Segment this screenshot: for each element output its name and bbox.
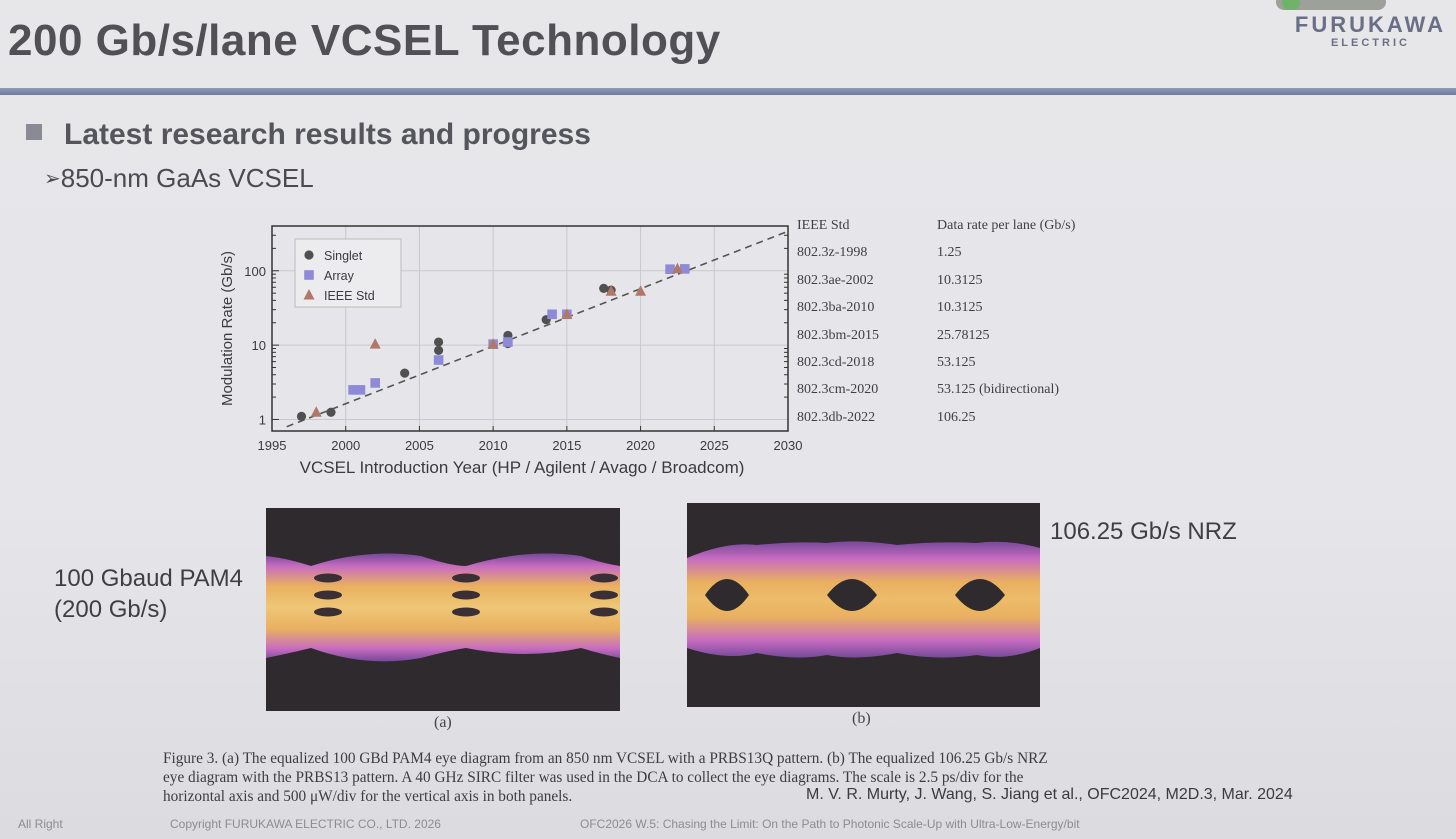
y-axis-label: Modulation Rate (Gb/s)	[219, 251, 236, 406]
table-cell-rate: 25.78125	[937, 328, 990, 343]
x-axis-label: VCSEL Introduction Year (HP / Agilent / …	[300, 458, 745, 477]
footer-rights: All Right	[18, 817, 63, 831]
arrow-bullet-icon: ➢	[44, 168, 61, 190]
data-point-circle	[296, 411, 307, 422]
slide-title: 200 Gb/s/lane VCSEL Technology	[8, 16, 721, 65]
legend-entry: Array	[324, 269, 355, 283]
eye-a-label: 100 Gbaud PAM4 (200 Gb/s)	[54, 563, 243, 625]
trend-line	[286, 230, 789, 428]
logo-line-2: ELECTRIC	[1330, 37, 1410, 49]
bullet-level-2: ➢850-nm GaAs VCSEL	[44, 163, 314, 194]
data-point-triangle	[310, 406, 322, 417]
data-point-triangle	[369, 338, 381, 349]
x-tick-label: 2010	[479, 438, 508, 453]
table-cell-standard: 802.3bm-2015	[797, 328, 880, 343]
chart-ticks: 1995 2000 2005 2010 2015 2020 2025 2030 1 10 100	[244, 225, 803, 453]
table-cell-rate: 106.25	[937, 410, 976, 425]
bullet-level-1: Latest research results and progress	[26, 118, 591, 152]
company-logo: FURUKAWA ELECTRIC	[1295, 14, 1446, 50]
title-divider	[0, 88, 1456, 95]
table-cell-standard: 802.3ae-2002	[797, 273, 874, 288]
data-point-triangle	[605, 285, 617, 296]
eye-a-sublabel: (a)	[434, 714, 452, 731]
table-cell-standard: 802.3cm-2020	[797, 382, 879, 397]
legend-marker-circle	[304, 250, 314, 260]
data-point-square	[547, 309, 557, 320]
x-tick-label: 2020	[626, 438, 655, 453]
caption-line-2: eye diagram with the PRBS13 pattern. A 4…	[163, 769, 1024, 786]
x-tick-label: 2005	[405, 438, 434, 453]
data-point-circle	[433, 345, 444, 355]
logo-line-1: FURUKAWA	[1294, 12, 1446, 37]
table-header-rate: Data rate per lane (Gb/s)	[937, 218, 1076, 233]
modulation-rate-chart: 1995 2000 2005 2010 2015 2020 2025 2030 1 10 100 M…	[219, 225, 803, 477]
data-point-square	[348, 385, 358, 395]
table-cell-rate: 53.125	[937, 355, 976, 370]
square-bullet-icon	[26, 124, 42, 140]
data-point-triangle	[487, 338, 499, 349]
recording-status-icon	[1282, 0, 1300, 10]
table-header-standard: IEEE Std	[797, 218, 850, 233]
y-tick-label: 10	[252, 338, 266, 353]
figure-caption: Figure 3. (a) The equalized 100 GBd PAM4…	[163, 749, 1303, 806]
plot-frame	[271, 225, 789, 432]
table-cell-standard: 802.3db-2022	[797, 410, 876, 425]
data-point-triangle	[671, 262, 683, 274]
data-point-circle	[599, 283, 609, 293]
nrz-eye-diagram	[687, 503, 1040, 707]
x-tick-label: 2030	[774, 438, 803, 453]
eye-b-sublabel: (b)	[852, 710, 871, 727]
table-cell-rate: 10.3125	[937, 273, 983, 288]
eye-a-label-line-2: (200 Gb/s)	[54, 596, 168, 623]
chart-grid	[271, 226, 789, 431]
x-tick-label: 2015	[552, 438, 581, 453]
eye-b-label: 106.25 Gb/s NRZ	[1050, 518, 1237, 545]
pam4-eye-diagram	[266, 508, 620, 711]
data-point-square	[665, 264, 675, 274]
x-tick-label: 2025	[700, 438, 729, 453]
citation: M. V. R. Murty, J. Wang, S. Jiang et al.…	[806, 786, 1293, 803]
table-cell-rate: 10.3125	[937, 300, 983, 315]
table-cell-rate: 1.25	[937, 245, 962, 260]
legend-marker-triangle	[303, 289, 315, 300]
chart-legend: Singlet Array IEEE Std	[294, 238, 402, 308]
bullet-level-2-text: 850-nm GaAs VCSEL	[60, 163, 314, 193]
table-cell-standard: 802.3cd-2018	[797, 355, 875, 370]
footer-copyright: Copyright FURUKAWA ELECTRIC CO., LTD. 20…	[170, 817, 441, 831]
x-tick-label: 2000	[331, 438, 360, 453]
recording-indicator	[1276, 0, 1386, 10]
data-point-circle	[326, 407, 336, 417]
data-point-square	[433, 355, 444, 365]
caption-line-3: horizontal axis and 500 μW/div for the v…	[163, 788, 573, 805]
slide-footer: All Right Copyright FURUKAWA ELECTRIC CO…	[0, 813, 1456, 839]
data-point-square	[355, 385, 366, 395]
data-point-square	[370, 378, 380, 388]
x-tick-label: 1995	[258, 438, 287, 453]
data-point-circle	[433, 337, 444, 347]
chart-points	[296, 262, 690, 422]
legend-entry: Singlet	[324, 249, 363, 263]
y-tick-label: 1	[259, 412, 266, 427]
footer-talk-title: OFC2026 W.5: Chasing the Limit: On the P…	[580, 817, 1080, 831]
table-cell-standard: 802.3z-1998	[797, 245, 868, 260]
legend-marker-square	[304, 270, 314, 280]
y-tick-label: 100	[244, 264, 266, 279]
data-point-square	[680, 264, 690, 274]
table-cell-rate: 53.125 (bidirectional)	[937, 382, 1060, 397]
legend-entry: IEEE Std	[324, 289, 375, 303]
data-point-circle	[400, 368, 410, 378]
data-point-triangle	[635, 285, 647, 296]
data-point-triangle	[561, 308, 573, 320]
table-cell-standard: 802.3ba-2010	[797, 300, 875, 315]
eye-a-label-line-1: 100 Gbaud PAM4	[54, 565, 244, 592]
caption-line-1: Figure 3. (a) The equalized 100 GBd PAM4…	[163, 750, 1048, 767]
data-point-square	[503, 337, 513, 347]
bullet-level-1-text: Latest research results and progress	[64, 118, 591, 151]
